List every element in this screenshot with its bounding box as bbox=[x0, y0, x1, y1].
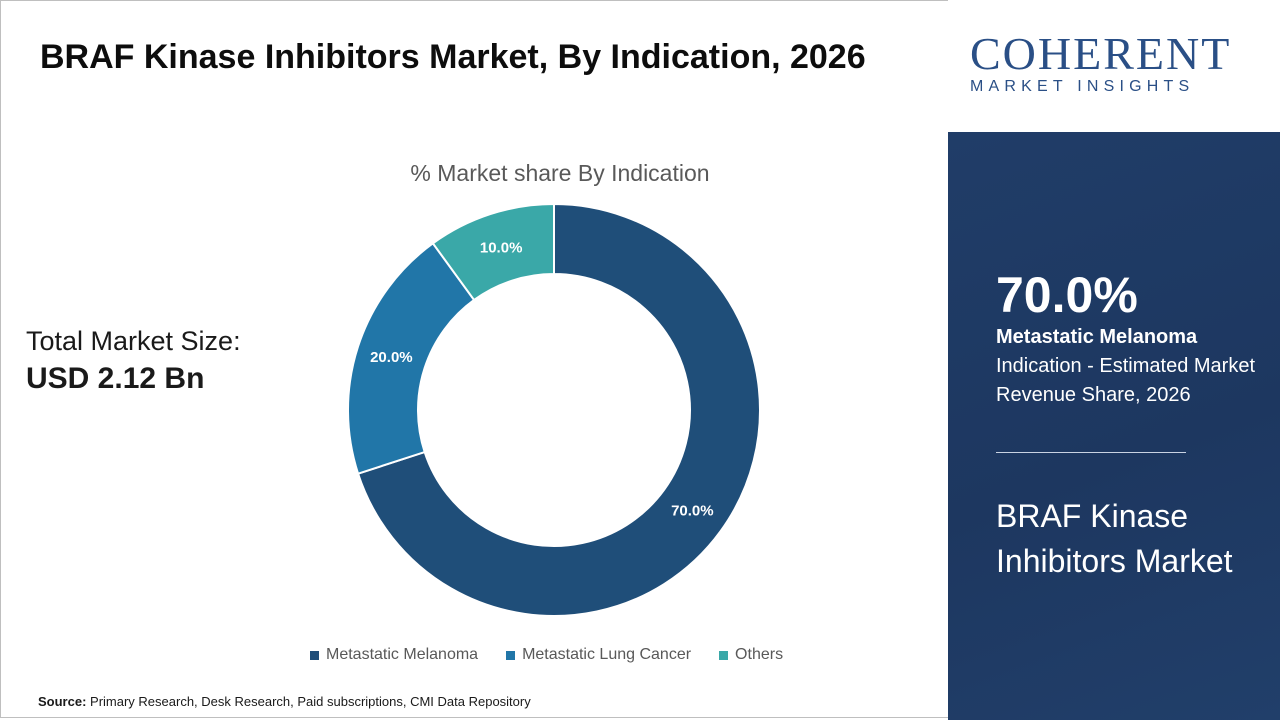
highlight-segment: Metastatic Melanoma bbox=[996, 326, 1198, 348]
source-note: Source: Primary Research, Desk Research,… bbox=[38, 694, 531, 709]
logo-tagline: MARKET INSIGHTS bbox=[970, 78, 1195, 95]
total-market-value: USD 2.12 Bn bbox=[26, 362, 205, 395]
source-label: Source: bbox=[38, 694, 87, 709]
chart-title: % Market share By Indication bbox=[410, 160, 710, 186]
total-market-label: Total Market Size: bbox=[26, 326, 241, 356]
legend-label-2: Metastatic Lung Cancer bbox=[522, 646, 692, 663]
panel-divider bbox=[996, 452, 1186, 453]
logo: COHERENT MARKET INSIGHTS bbox=[948, 0, 1280, 132]
slice-data-label-1: 70.0% bbox=[671, 503, 714, 520]
market-name: BRAF Kinase Inhibitors Market bbox=[996, 498, 1233, 579]
legend-item-3: Others bbox=[719, 646, 783, 664]
legend-swatch-3 bbox=[719, 650, 729, 660]
legend-item-1: Metastatic Melanoma bbox=[310, 646, 478, 664]
legend-swatch-1 bbox=[310, 650, 319, 660]
donut-chart: 70.0% 20.0% 10.0% bbox=[347, 202, 761, 617]
chart-legend: Metastatic Melanoma Metastatic Lung Cance… bbox=[310, 646, 783, 664]
page-title: BRAF Kinase Inhibitors Market, By Indica… bbox=[40, 38, 866, 76]
slice-data-label-2: 20.0% bbox=[370, 349, 413, 366]
chart-frame bbox=[0, 0, 948, 718]
source-text: Primary Research, Desk Research, Paid su… bbox=[86, 694, 531, 709]
highlight-panel: 70.0% Metastatic Melanoma Indication - E… bbox=[948, 132, 1280, 720]
legend-label-1: Metastatic Melanoma bbox=[326, 646, 479, 663]
highlight-description: Indication - Estimated Market Revenue Sh… bbox=[996, 355, 1255, 406]
logo-wordmark: COHERENT bbox=[970, 28, 1232, 79]
legend-swatch-2 bbox=[506, 650, 516, 660]
donut-slice-3 bbox=[431, 202, 555, 302]
slice-data-label-3: 10.0% bbox=[480, 239, 523, 256]
donut-slice-1 bbox=[356, 202, 761, 617]
legend-item-2: Metastatic Lung Cancer bbox=[506, 646, 691, 664]
highlight-percentage: 70.0% bbox=[996, 267, 1138, 323]
legend-label-3: Others bbox=[735, 646, 784, 663]
